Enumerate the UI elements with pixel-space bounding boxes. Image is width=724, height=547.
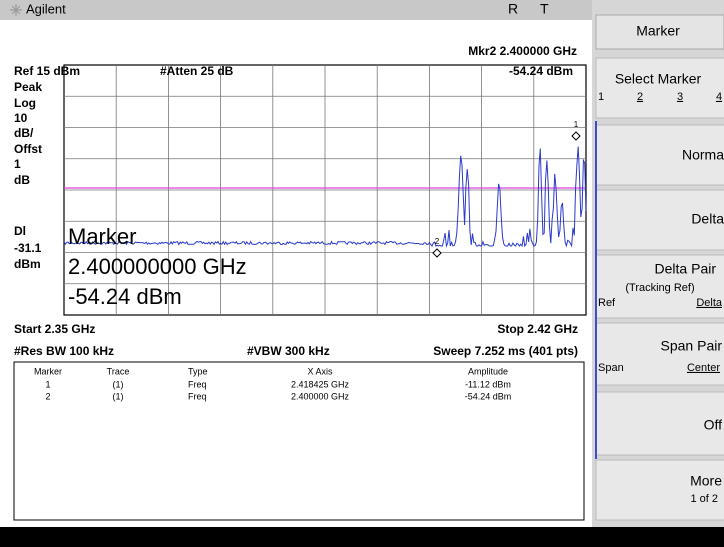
table-cell: (1) [113,391,124,401]
softkey[interactable] [595,254,724,319]
table-header: Trace [107,366,130,376]
softkey-title: Marker [636,23,680,39]
softkey[interactable] [595,57,724,119]
table-cell: -11.12 dBm [465,379,511,389]
softkey-option: Span [598,362,624,374]
table-cell: Freq [188,379,207,389]
scale-label: Offst [14,142,42,156]
marker-diamond [432,248,442,258]
marker-number: 1 [574,120,579,129]
scale-label: dB [14,173,30,187]
vbw: #VBW 300 kHz [247,344,330,358]
softkey-option: 1 [598,91,604,103]
softkey-option: Ref [598,297,616,309]
marker-number: 2 [435,237,440,246]
softkey-option: 2 [637,91,643,103]
softkey-label: Delta Pair [655,261,717,277]
marker-amplitude: -54.24 dBm [509,64,573,78]
table-cell: (1) [113,379,124,389]
table-cell: 2.400000 GHz [291,391,350,401]
display-line-label: Dl [14,224,26,238]
marker-overlay: Marker [68,224,136,249]
softkey-option: Center [687,362,720,374]
softkey[interactable] [595,391,724,456]
table-header: Type [188,366,208,376]
status-r: R [508,1,518,17]
attenuation: #Atten 25 dB [160,64,234,78]
softkey-title-box [595,14,724,50]
softkey-label: Select Marker [615,71,702,87]
agilent-logo [10,4,22,16]
softkey-option: Delta [696,297,723,309]
ref-level: Ref 15 dBm [14,64,80,78]
marker-overlay: 2.400000000 GHz [68,254,247,279]
scale-label: 10 [14,111,28,125]
table-header: Amplitude [468,366,508,376]
display-line-label: -31.1 [14,241,42,255]
start-freq: Start 2.35 GHz [14,322,95,336]
screen-bg [0,0,592,527]
title-bar [0,0,592,20]
table-cell: Freq [188,391,207,401]
softkey-label: Span Pair [661,338,723,354]
table-cell: -54.24 dBm [465,391,512,401]
softkey-sub: (Tracking Ref) [625,282,694,294]
marker-readout: Mkr2 2.400000 GHz [468,44,577,58]
marker-diamond [571,131,581,141]
scale-label: Log [14,96,36,110]
softkey-label: Norma [682,147,724,163]
softkey-option: 4 [716,91,722,103]
display-line-label: dBm [14,257,41,271]
sweep: Sweep 7.252 ms (401 pts) [433,344,578,358]
softkey[interactable] [595,189,724,251]
table-header: Marker [34,366,62,376]
scale-label: dB/ [14,126,34,140]
marker-overlay: -54.24 dBm [68,284,182,309]
scale-label: Peak [14,80,42,94]
softkey-sub: 1 of 2 [690,493,718,505]
softkey-label: Delta [691,211,724,227]
softkey[interactable] [595,322,724,386]
marker-table-frame [13,361,585,521]
table-cell: 2.418425 GHz [291,379,350,389]
softkey-option: 3 [677,91,683,103]
status-bar [0,527,724,547]
scale-label: 1 [14,157,21,171]
res-bw: #Res BW 100 kHz [14,344,114,358]
stop-freq: Stop 2.42 GHz [497,322,578,336]
status-t: T [540,1,549,17]
softkey-label: Off [704,417,723,433]
table-cell: 2 [45,391,50,401]
softkey[interactable] [595,459,724,521]
table-cell: 1 [45,379,50,389]
softkey-label: More [690,473,722,489]
table-header: X Axis [307,366,333,376]
trace [63,146,587,248]
brand: Agilent [26,1,66,16]
softkey[interactable] [595,124,724,186]
